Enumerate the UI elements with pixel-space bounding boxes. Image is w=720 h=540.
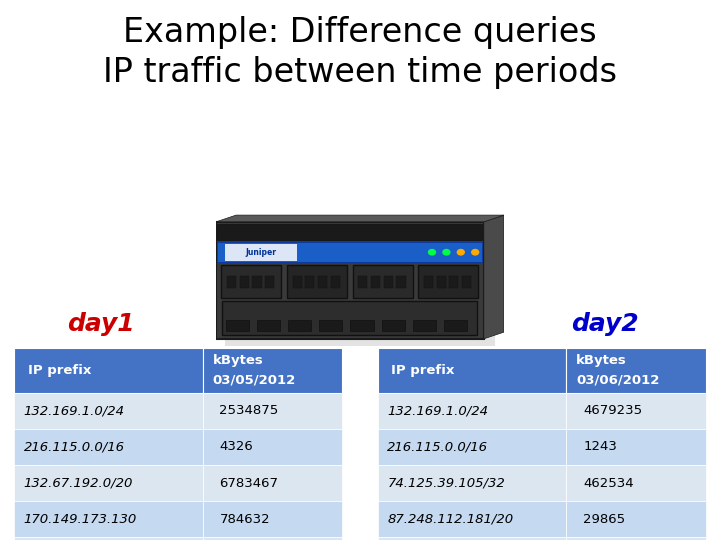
Text: 462534: 462534 <box>583 476 634 490</box>
FancyBboxPatch shape <box>14 429 203 465</box>
Text: 2534875: 2534875 <box>220 404 279 417</box>
Text: 29865: 29865 <box>583 512 625 526</box>
FancyBboxPatch shape <box>203 348 342 393</box>
Text: Example: Difference queries
IP traffic between time periods: Example: Difference queries IP traffic b… <box>103 16 617 89</box>
FancyBboxPatch shape <box>567 501 706 537</box>
FancyBboxPatch shape <box>378 537 567 540</box>
FancyBboxPatch shape <box>567 465 706 501</box>
FancyBboxPatch shape <box>378 465 567 501</box>
FancyBboxPatch shape <box>567 393 706 429</box>
FancyBboxPatch shape <box>378 429 567 465</box>
FancyBboxPatch shape <box>567 537 706 540</box>
FancyBboxPatch shape <box>14 348 203 393</box>
Text: 132.169.1.0/24: 132.169.1.0/24 <box>387 404 488 417</box>
Text: day1: day1 <box>67 312 135 336</box>
Text: 4679235: 4679235 <box>583 404 642 417</box>
FancyBboxPatch shape <box>14 465 203 501</box>
Text: 170.149.173.130: 170.149.173.130 <box>24 512 137 526</box>
Text: kBytes: kBytes <box>576 354 627 367</box>
FancyBboxPatch shape <box>203 501 342 537</box>
Text: 6783467: 6783467 <box>220 476 279 490</box>
FancyBboxPatch shape <box>203 465 342 501</box>
Text: 132.67.192.0/20: 132.67.192.0/20 <box>24 476 133 490</box>
Text: 03/06/2012: 03/06/2012 <box>576 374 660 387</box>
FancyBboxPatch shape <box>203 393 342 429</box>
Text: IP prefix: IP prefix <box>27 364 91 377</box>
Text: 1243: 1243 <box>583 440 617 454</box>
Text: 132.169.1.0/24: 132.169.1.0/24 <box>24 404 125 417</box>
FancyBboxPatch shape <box>378 501 567 537</box>
Text: day2: day2 <box>571 312 639 336</box>
Text: kBytes: kBytes <box>212 354 264 367</box>
Text: 216.115.0.0/16: 216.115.0.0/16 <box>387 440 488 454</box>
Text: 216.115.0.0/16: 216.115.0.0/16 <box>24 440 125 454</box>
Text: 784632: 784632 <box>220 512 270 526</box>
FancyBboxPatch shape <box>567 429 706 465</box>
FancyBboxPatch shape <box>203 429 342 465</box>
FancyBboxPatch shape <box>567 348 706 393</box>
FancyBboxPatch shape <box>378 348 567 393</box>
FancyBboxPatch shape <box>378 393 567 429</box>
FancyBboxPatch shape <box>203 537 342 540</box>
Text: 74.125.39.105/32: 74.125.39.105/32 <box>387 476 505 490</box>
Text: IP prefix: IP prefix <box>391 364 454 377</box>
Text: 87.248.112.181/20: 87.248.112.181/20 <box>387 512 513 526</box>
Text: 4326: 4326 <box>220 440 253 454</box>
FancyBboxPatch shape <box>14 501 203 537</box>
Text: 03/05/2012: 03/05/2012 <box>212 374 296 387</box>
FancyBboxPatch shape <box>14 537 203 540</box>
FancyBboxPatch shape <box>14 393 203 429</box>
